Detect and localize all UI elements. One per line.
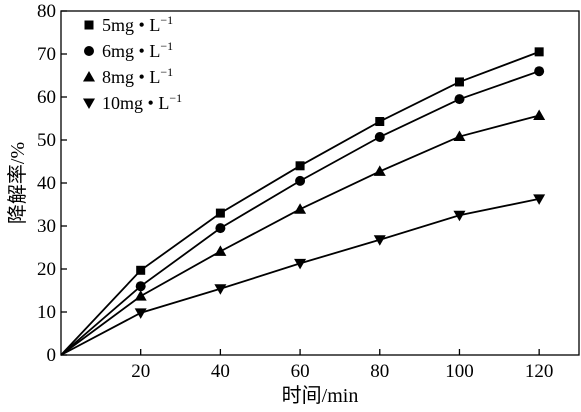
- legend-marker: [84, 46, 94, 56]
- y-tick-label: 60: [37, 87, 56, 108]
- data-point: [453, 130, 466, 142]
- data-point: [374, 131, 385, 142]
- data-point: [295, 175, 306, 186]
- x-tick-label: 120: [525, 361, 554, 382]
- data-point: [533, 194, 546, 205]
- data-point: [214, 284, 227, 295]
- y-axis-label: 降解率/%: [6, 142, 29, 224]
- data-point: [136, 265, 146, 275]
- y-tick-label: 10: [37, 302, 56, 323]
- plot-frame: [60, 10, 580, 356]
- y-tick-label: 80: [37, 1, 56, 22]
- series-triangle-up: [60, 109, 546, 356]
- x-tick-label: 40: [211, 361, 230, 382]
- legend-label: 8mg • L−1: [102, 65, 173, 87]
- data-point: [375, 117, 385, 127]
- data-point: [373, 165, 386, 176]
- y-tick-label: 40: [37, 173, 56, 194]
- data-point: [294, 203, 307, 214]
- y-tick-label: 50: [37, 130, 56, 151]
- legend-item: 10mg • L−1: [83, 91, 182, 113]
- data-point: [453, 210, 466, 222]
- x-tick-label: 80: [370, 361, 389, 382]
- x-tick-label: 20: [131, 361, 150, 382]
- data-point: [295, 161, 305, 171]
- data-point: [533, 109, 546, 120]
- data-point: [135, 281, 146, 292]
- legend-marker: [83, 98, 95, 109]
- data-point: [215, 208, 225, 218]
- legend-marker: [84, 20, 94, 30]
- legend-marker: [83, 71, 95, 82]
- data-point: [454, 77, 464, 87]
- y-tick-label: 20: [37, 259, 56, 280]
- y-tick-label: 0: [47, 345, 57, 366]
- y-tick-label: 70: [37, 44, 56, 65]
- data-point: [134, 290, 147, 301]
- y-axis-ticks: 0 10 20 30 40 50 60 70 80: [37, 1, 67, 366]
- data-point: [214, 245, 227, 256]
- legend-item: 8mg • L−1: [83, 65, 173, 87]
- data-point: [134, 308, 147, 319]
- data-point: [294, 258, 307, 270]
- series-circle: [60, 66, 545, 356]
- y-tick-label: 30: [37, 216, 56, 237]
- series-line: [60, 114, 540, 356]
- legend-item: 5mg • L−1: [84, 13, 173, 35]
- legend-item: 6mg • L−1: [84, 39, 173, 61]
- legend-label: 5mg • L−1: [102, 13, 173, 35]
- data-point: [215, 223, 226, 234]
- x-tick-label: 100: [445, 361, 474, 382]
- series-square: [60, 47, 544, 356]
- legend-label: 6mg • L−1: [102, 39, 173, 61]
- data-point: [454, 94, 465, 105]
- series-line: [60, 198, 540, 356]
- legend-label: 10mg • L−1: [102, 91, 182, 113]
- data-point: [534, 66, 545, 77]
- x-axis-label: 时间/min: [282, 384, 359, 407]
- x-axis-ticks: 20 40 60 80 100 120: [131, 349, 553, 382]
- series-triangle-down: [60, 194, 546, 356]
- data-point: [373, 235, 386, 246]
- data-point: [534, 47, 544, 57]
- x-tick-label: 60: [291, 361, 310, 382]
- legend: 5mg • L−1 6mg • L−1 8mg • L−1 10mg • L−1: [83, 13, 182, 113]
- series-layer: [60, 47, 546, 356]
